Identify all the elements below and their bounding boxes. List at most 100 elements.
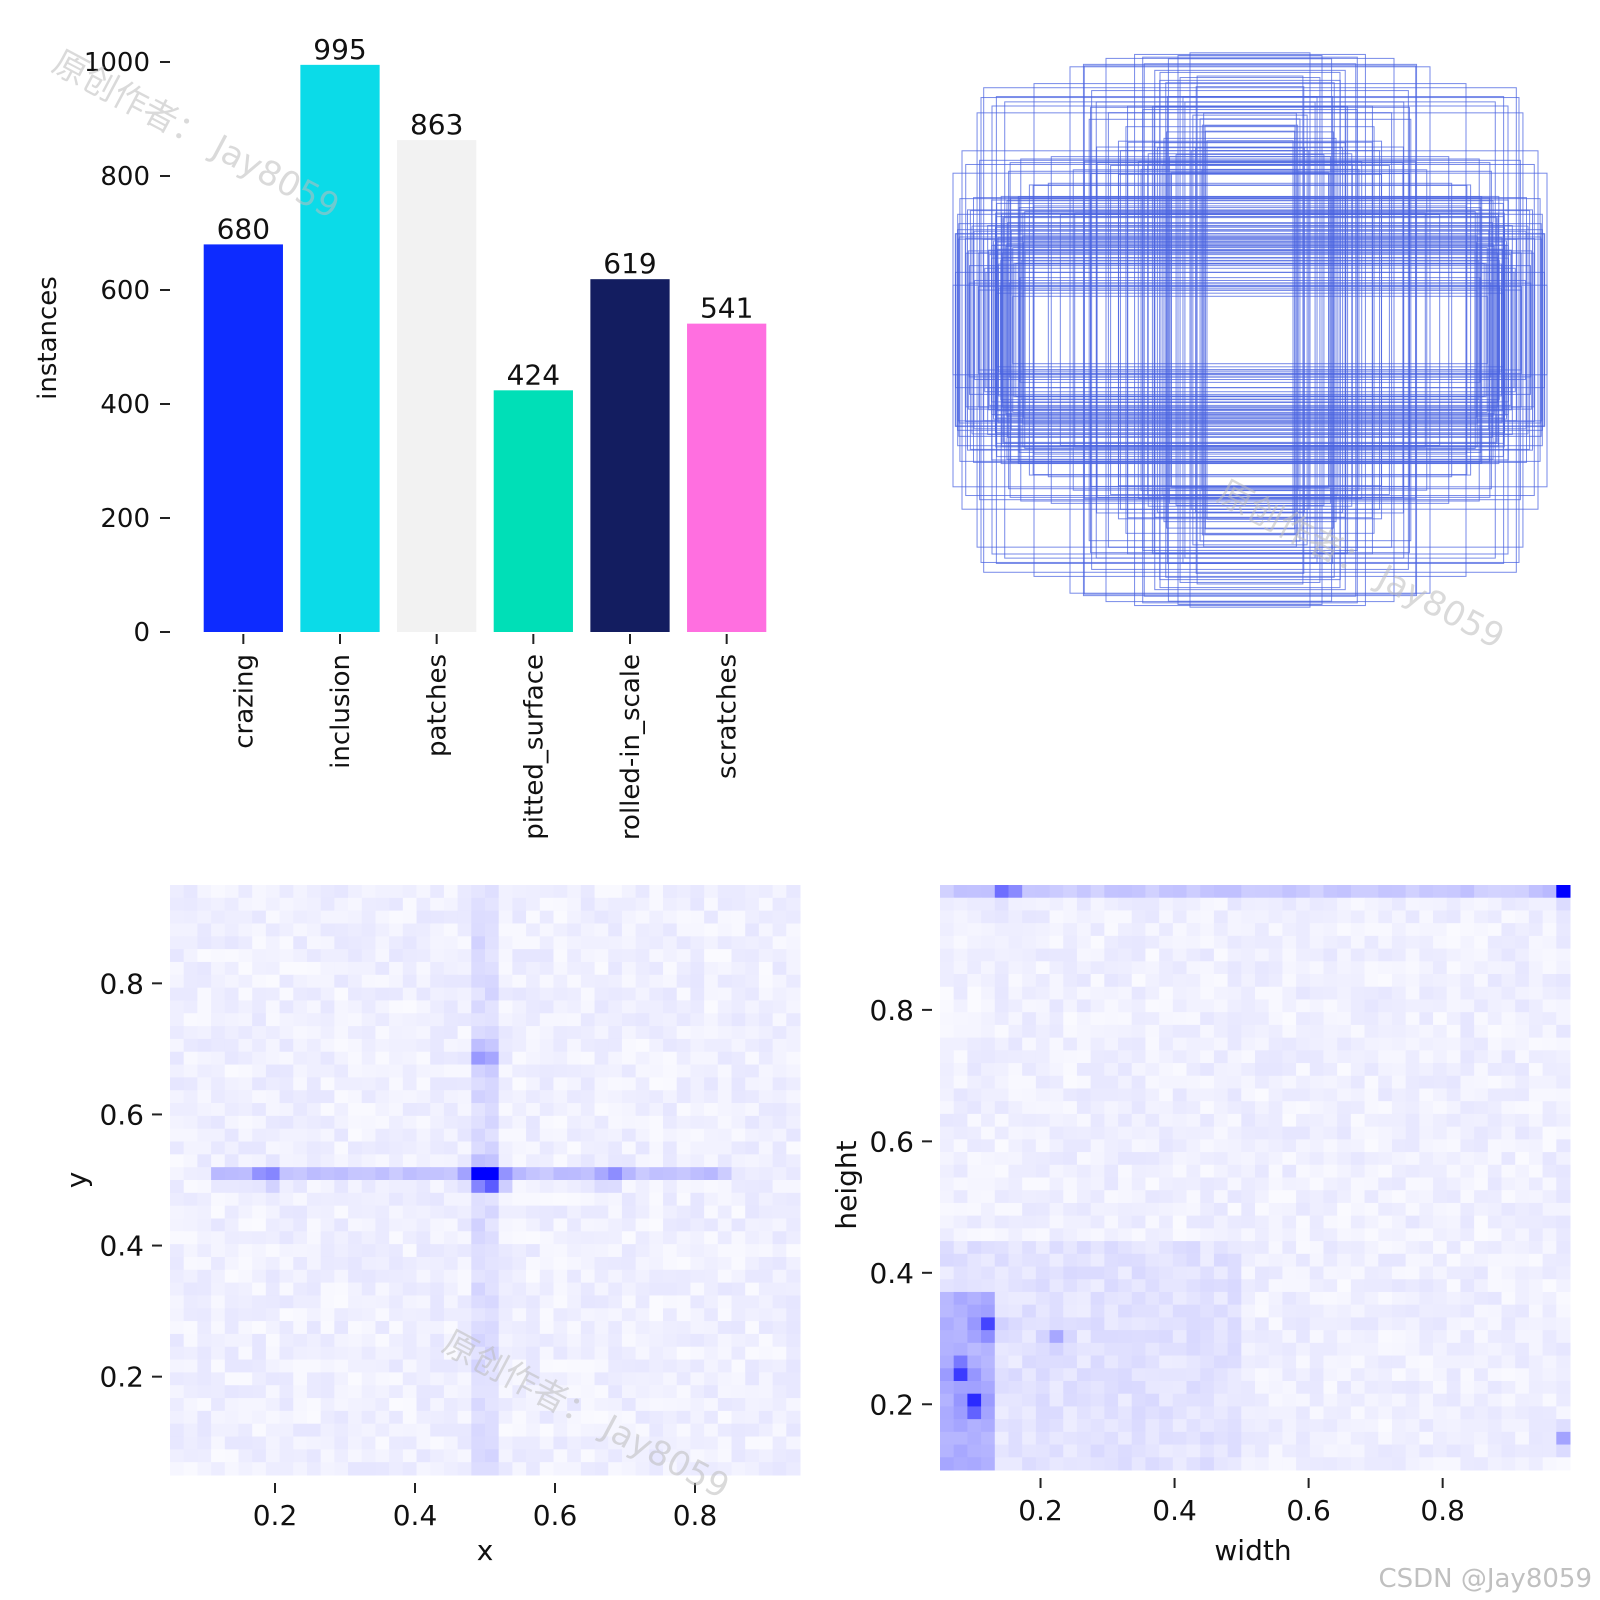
heatmap-cell <box>1145 1024 1160 1039</box>
heatmap-cell <box>1501 1050 1516 1064</box>
heatmap-cell <box>758 1154 774 1168</box>
heatmap-cell <box>1419 961 1434 975</box>
heatmap-cell <box>981 1393 996 1407</box>
heatmap-cell <box>786 1167 801 1181</box>
heatmap-cell <box>361 1115 376 1130</box>
heatmap-cell <box>594 1154 609 1168</box>
heatmap-cell <box>224 1026 239 1040</box>
heatmap-cell <box>293 1423 308 1438</box>
heatmap-cell <box>981 999 996 1013</box>
bar-category-label: inclusion <box>326 654 356 769</box>
heatmap-cell <box>183 897 198 912</box>
heatmap-cell <box>1035 1380 1051 1395</box>
heatmap-cell <box>649 1000 664 1014</box>
heatmap-cell <box>170 923 185 937</box>
heatmap-cell <box>1213 1393 1229 1407</box>
heatmap-cell <box>471 1410 486 1425</box>
heatmap-cell <box>1364 1050 1379 1064</box>
heatmap-cell <box>361 1064 376 1078</box>
heatmap-cell <box>745 936 760 950</box>
heatmap-cell <box>981 1164 996 1178</box>
heatmap-cell <box>238 1372 253 1386</box>
heatmap-cell <box>197 1141 212 1155</box>
heatmap-cell <box>553 1026 568 1040</box>
heatmap-cell <box>967 1380 982 1395</box>
heatmap-cell <box>676 1295 691 1309</box>
heatmap-cell <box>745 1436 760 1450</box>
heatmap-cell <box>1049 986 1064 1000</box>
heatmap-cell <box>994 923 1009 937</box>
bbox-outline <box>993 240 1507 420</box>
heatmap-cell <box>1378 1088 1393 1102</box>
heatmap-cell <box>1255 935 1270 950</box>
heatmap-cell <box>1556 1304 1571 1318</box>
heatmap-cell <box>649 1398 664 1412</box>
heatmap-cell <box>1213 1266 1229 1280</box>
heatmap-cell <box>348 1115 363 1130</box>
heatmap-cell <box>402 923 418 937</box>
heatmap-cell <box>279 1385 294 1399</box>
heatmap-cell <box>1049 974 1064 988</box>
heatmap-cell <box>526 1333 541 1348</box>
heatmap-cell <box>1090 1190 1105 1204</box>
heatmap-cell <box>786 1423 801 1438</box>
heatmap-cell <box>348 974 363 989</box>
bbox-outline <box>974 279 1526 381</box>
heatmap-cell <box>1378 1406 1393 1420</box>
heatmap-cell <box>170 1295 185 1309</box>
heatmap-cell <box>608 1064 623 1078</box>
heatmap-cell <box>704 1359 719 1373</box>
heatmap-cell <box>1213 1024 1229 1039</box>
heatmap-cell <box>1282 1342 1297 1357</box>
heatmap-cell <box>539 1372 554 1386</box>
heatmap-cell <box>1268 1304 1283 1318</box>
heatmap-cell <box>1200 1253 1215 1268</box>
heatmap-cell <box>334 1051 349 1066</box>
heatmap-cell <box>183 1256 198 1271</box>
heatmap-cell <box>539 987 554 1001</box>
heatmap-cell <box>1076 897 1092 911</box>
heatmap-cell <box>485 923 500 937</box>
heatmap-cell <box>306 885 322 899</box>
heatmap-cell <box>526 1231 541 1245</box>
heatmap-cell <box>1433 1253 1448 1268</box>
heatmap-cell <box>348 1141 363 1155</box>
heatmap-cell <box>758 1410 774 1425</box>
heatmap-cell <box>1446 1304 1461 1318</box>
heatmap-cell <box>1350 1139 1366 1153</box>
heatmap-cell <box>676 1333 691 1348</box>
heatmap-cell <box>1501 885 1516 899</box>
heatmap-cell <box>430 1115 445 1130</box>
heatmap-cell <box>649 1231 664 1245</box>
heatmap-cell <box>772 885 787 899</box>
heatmap-cell <box>1419 1291 1434 1306</box>
heatmap-cell <box>1063 1419 1078 1433</box>
heatmap-cell <box>389 1462 404 1476</box>
heatmap-cell <box>1104 1063 1119 1077</box>
heatmap-cell <box>1309 1291 1324 1306</box>
heatmap-cell <box>252 1103 267 1117</box>
heatmap-cell <box>389 1410 404 1425</box>
heatmap-cell <box>1350 1444 1366 1458</box>
heatmap-cell <box>1255 1380 1270 1395</box>
heatmap-cell <box>1364 1241 1379 1255</box>
heatmap-cell <box>717 1077 733 1091</box>
bbox-outline <box>976 112 1524 548</box>
heatmap-cell <box>786 1231 801 1245</box>
heatmap-cell <box>375 923 390 937</box>
heatmap-cell <box>1255 1164 1270 1178</box>
heatmap-cell <box>1474 1228 1489 1242</box>
heatmap-cell <box>704 1167 719 1181</box>
heatmap-cell <box>649 1077 664 1091</box>
heatmap-cell <box>197 1410 212 1425</box>
heatmap-cell <box>389 1218 404 1232</box>
heatmap-cell <box>1063 1431 1078 1446</box>
heatmap-cell <box>1515 1190 1530 1204</box>
heatmap-cell <box>539 1282 554 1296</box>
heatmap-cell <box>1022 1063 1037 1077</box>
heatmap-cell <box>786 1115 801 1130</box>
heatmap-cell <box>348 1064 363 1078</box>
heatmap-cell <box>994 1241 1009 1255</box>
heatmap-cell <box>1364 974 1379 988</box>
heatmap-cell <box>1515 1202 1530 1217</box>
